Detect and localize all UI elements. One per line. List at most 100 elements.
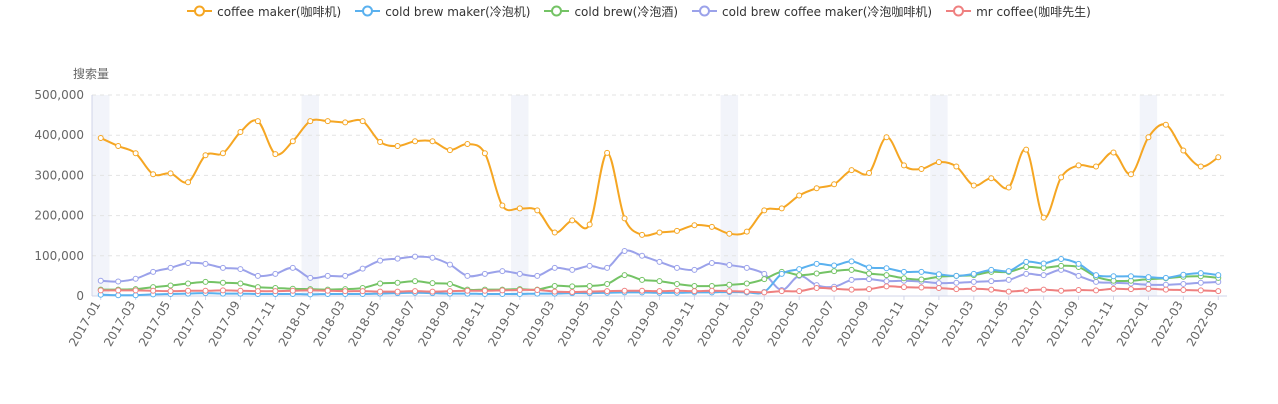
data-point [185,280,192,287]
data-point [429,280,436,287]
data-point [412,288,419,295]
data-point [1127,273,1134,280]
series-line [100,118,1219,237]
data-point [394,143,401,150]
data-point [1093,163,1100,170]
y-axis-label: 搜索量 [73,66,109,81]
data-point [831,181,838,188]
data-point [377,288,384,295]
data-point [1040,286,1047,293]
data-point [1005,288,1012,295]
data-point [272,270,279,277]
data-point [1162,281,1169,288]
data-point [848,266,855,273]
data-point [778,205,785,212]
data-point [499,287,506,294]
data-point [726,281,733,288]
data-point [691,222,698,229]
data-point [516,205,523,212]
legend-item[interactable]: cold brew(冷泡酒) [544,2,678,20]
data-point [359,288,366,295]
legend-item[interactable]: cold brew coffee maker(冷泡咖啡机) [692,2,932,20]
data-point [1075,272,1082,279]
data-point [359,118,366,125]
data-point [1005,268,1012,275]
data-point [569,266,576,273]
data-point [1162,121,1169,128]
data-point [900,284,907,291]
data-point [953,163,960,170]
data-point [866,169,873,176]
data-point [726,288,733,295]
data-point [831,285,838,292]
data-point [1075,260,1082,267]
data-point [1058,256,1065,263]
data-point [639,252,646,259]
data-point [115,143,122,150]
data-point [1145,274,1152,281]
x-tick-label: 2020-01 [695,299,732,349]
data-point [412,138,419,145]
data-point [970,285,977,292]
data-point [551,264,558,271]
highlight-band [720,95,739,296]
data-point [132,275,139,282]
x-tick-label: 2019-07 [590,299,627,349]
data-point [342,119,349,126]
data-point [953,279,960,286]
data-point [185,179,192,186]
data-point [586,282,593,289]
data-point [866,276,873,283]
data-point [254,118,261,125]
highlight-band [930,95,948,296]
data-point [429,138,436,145]
data-point [621,272,628,279]
data-point [1040,214,1047,221]
data-point [516,270,523,277]
y-tick-label: 0 [76,289,84,303]
y-tick-label: 300,000 [34,168,84,182]
data-point [202,278,209,285]
series-line [100,264,1219,291]
data-point [1040,260,1047,267]
x-tick-label: 2019-03 [520,299,557,349]
data-point [883,265,890,272]
data-point [621,287,628,294]
x-tick-label: 2019-09 [625,299,662,349]
data-point [115,292,122,299]
data-point [1127,171,1134,178]
x-tick-label: 2020-09 [834,299,871,349]
data-point [324,118,331,125]
data-point [202,152,209,159]
data-point [761,276,768,283]
data-point [673,264,680,271]
data-point [377,257,384,264]
data-point [150,287,157,294]
data-point [1023,146,1030,153]
data-point [796,288,803,295]
data-point [1197,163,1204,170]
data-point [1093,272,1100,279]
data-point [185,287,192,294]
data-point [1162,274,1169,281]
legend-label: mr coffee(咖啡先生) [976,4,1091,19]
x-tick-label: 2018-09 [415,299,452,349]
x-tick-label: 2021-11 [1079,299,1116,349]
data-point [342,272,349,279]
data-point [1093,287,1100,294]
legend-swatch [946,5,972,17]
legend-item[interactable]: coffee maker(咖啡机) [187,2,341,20]
legend-item[interactable]: mr coffee(咖啡先生) [946,2,1091,20]
data-point [988,175,995,182]
data-point [534,286,541,293]
data-point [883,283,890,290]
data-point [464,287,471,294]
legend-item[interactable]: cold brew maker(冷泡机) [355,2,530,20]
data-point [848,286,855,293]
data-point [272,151,279,158]
data-point [708,260,715,267]
data-point [883,278,890,285]
data-point [272,288,279,295]
data-point [621,247,628,254]
